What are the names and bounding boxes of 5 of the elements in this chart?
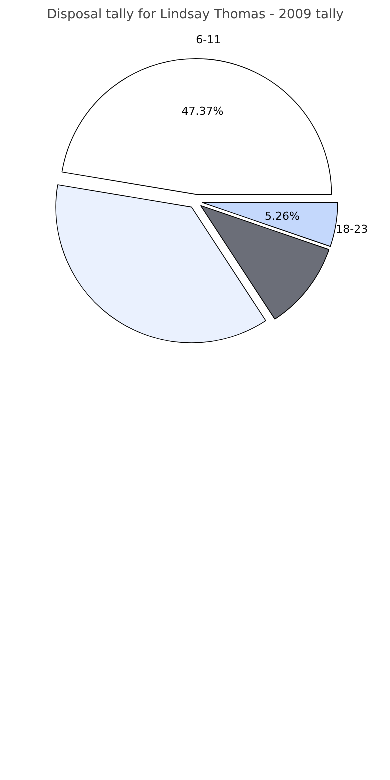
data-label: 5.26%	[265, 210, 300, 223]
slice-label: 18-23	[336, 222, 368, 236]
chart-title: Disposal tally for Lindsay Thomas - 2009 tally	[47, 8, 344, 22]
data-label: 47.37%	[182, 104, 224, 118]
slice-label: 6-11	[196, 34, 222, 47]
